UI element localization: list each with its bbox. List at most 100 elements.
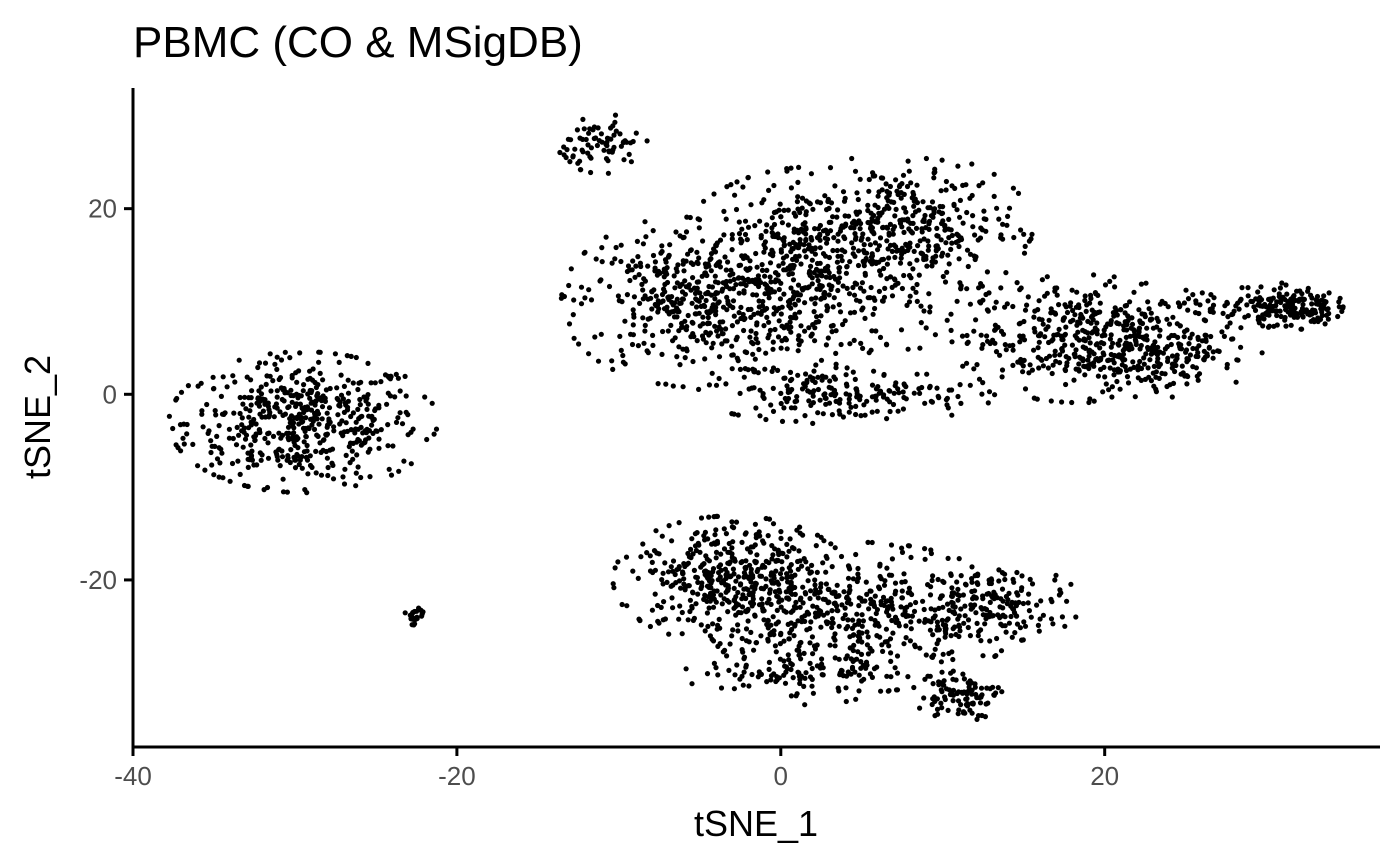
scatter-point bbox=[619, 601, 625, 608]
scatter-point bbox=[813, 614, 819, 620]
scatter-point bbox=[198, 380, 204, 386]
scatter-point bbox=[784, 166, 790, 172]
scatter-point bbox=[732, 192, 738, 198]
scatter-point bbox=[775, 619, 782, 625]
scatter-point bbox=[677, 233, 683, 239]
scatter-point bbox=[854, 656, 860, 662]
scatter-point bbox=[764, 305, 770, 312]
scatter-point bbox=[793, 599, 799, 606]
scatter-point bbox=[358, 414, 364, 420]
scatter-point bbox=[693, 601, 699, 607]
scatter-point bbox=[642, 293, 648, 299]
scatter-point bbox=[884, 261, 891, 267]
scatter-point bbox=[829, 329, 835, 335]
scatter-point bbox=[382, 372, 389, 378]
scatter-point bbox=[1114, 320, 1120, 326]
scatter-point bbox=[932, 646, 938, 652]
scatter-point bbox=[818, 272, 824, 278]
scatter-point bbox=[659, 291, 666, 298]
scatter-point bbox=[884, 225, 891, 231]
scatter-point bbox=[823, 569, 829, 575]
scatter-point bbox=[1265, 308, 1271, 315]
scatter-point bbox=[208, 438, 214, 444]
scatter-point bbox=[917, 645, 923, 651]
scatter-point bbox=[1166, 321, 1173, 327]
scatter-point bbox=[962, 603, 968, 609]
scatter-point bbox=[983, 606, 990, 613]
scatter-point bbox=[721, 596, 727, 602]
scatter-point bbox=[800, 600, 806, 606]
scatter-point bbox=[887, 221, 894, 227]
scatter-point bbox=[1067, 303, 1073, 309]
scatter-point bbox=[753, 535, 759, 541]
scatter-point bbox=[662, 560, 668, 566]
scatter-point bbox=[837, 228, 844, 234]
scatter-point bbox=[617, 131, 623, 137]
scatter-point bbox=[587, 126, 593, 132]
scatter-point bbox=[812, 325, 818, 331]
scatter-point bbox=[893, 206, 899, 212]
scatter-point bbox=[715, 672, 721, 678]
scatter-point bbox=[1184, 381, 1190, 387]
scatter-point bbox=[1091, 398, 1097, 404]
scatter-point bbox=[1181, 329, 1188, 335]
scatter-point bbox=[1143, 280, 1149, 286]
scatter-point bbox=[768, 289, 775, 295]
scatter-point bbox=[316, 421, 322, 427]
scatter-point bbox=[752, 586, 758, 592]
scatter-point bbox=[1087, 340, 1093, 346]
scatter-point bbox=[945, 707, 951, 714]
scatter-point bbox=[1196, 371, 1203, 377]
scatter-point bbox=[1072, 312, 1078, 318]
scatter-point bbox=[1236, 306, 1242, 312]
scatter-point bbox=[246, 414, 252, 420]
scatter-point bbox=[778, 604, 784, 610]
scatter-point bbox=[1195, 350, 1201, 356]
scatter-point bbox=[735, 589, 741, 596]
scatter-point bbox=[859, 598, 865, 604]
scatter-point bbox=[756, 277, 762, 283]
scatter-point bbox=[716, 616, 722, 623]
scatter-point bbox=[979, 391, 985, 397]
scatter-point bbox=[788, 185, 795, 191]
scatter-point bbox=[920, 598, 926, 604]
scatter-point bbox=[280, 489, 287, 495]
scatter-point bbox=[206, 428, 212, 434]
scatter-point bbox=[631, 314, 637, 320]
scatter-point bbox=[725, 587, 731, 593]
scatter-point bbox=[836, 302, 842, 308]
scatter-point bbox=[938, 700, 944, 706]
scatter-point bbox=[739, 539, 745, 546]
scatter-point bbox=[613, 128, 619, 134]
scatter-point bbox=[1035, 622, 1041, 629]
scatter-point bbox=[808, 234, 814, 241]
scatter-point bbox=[1297, 288, 1303, 294]
scatter-point bbox=[1221, 333, 1227, 339]
scatter-point bbox=[996, 567, 1002, 573]
scatter-point bbox=[750, 351, 756, 357]
scatter-point bbox=[325, 464, 331, 471]
scatter-point bbox=[1010, 606, 1016, 612]
scatter-point bbox=[973, 317, 979, 323]
scatter-point bbox=[901, 381, 907, 387]
scatter-point bbox=[850, 245, 857, 251]
scatter-point bbox=[868, 210, 874, 216]
scatter-point bbox=[729, 323, 736, 329]
scatter-point bbox=[766, 666, 772, 673]
scatter-point bbox=[972, 681, 978, 687]
scatter-point bbox=[702, 628, 708, 634]
scatter-point bbox=[365, 360, 371, 366]
scatter-point bbox=[759, 200, 765, 206]
scatter-point bbox=[1052, 577, 1058, 583]
scatter-point bbox=[864, 398, 870, 404]
scatter-point bbox=[870, 170, 876, 176]
scatter-point bbox=[1110, 357, 1116, 363]
scatter-point bbox=[1056, 302, 1062, 308]
scatter-point bbox=[342, 466, 348, 472]
scatter-point bbox=[834, 247, 840, 254]
scatter-point bbox=[724, 184, 730, 190]
scatter-point bbox=[833, 361, 839, 367]
scatter-point bbox=[906, 585, 913, 591]
scatter-point bbox=[834, 214, 840, 220]
scatter-point bbox=[313, 399, 319, 405]
